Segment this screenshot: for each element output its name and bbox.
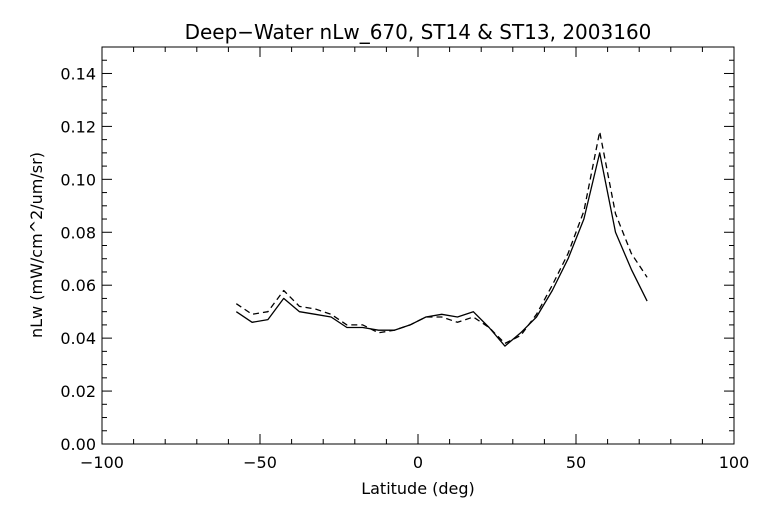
y-tick-label: 0.04 xyxy=(60,329,96,348)
chart-title: Deep−Water nLw_670, ST14 & ST13, 2003160 xyxy=(185,20,652,44)
x-tick-label: −100 xyxy=(80,453,124,472)
x-tick-label: 100 xyxy=(719,453,750,472)
y-tick-label: 0.02 xyxy=(60,382,96,401)
y-tick-label: 0.14 xyxy=(60,64,96,83)
y-tick-label: 0.10 xyxy=(60,170,96,189)
x-axis-label: Latitude (deg) xyxy=(361,479,475,498)
y-tick-label: 0.00 xyxy=(60,435,96,454)
x-tick-label: −50 xyxy=(243,453,277,472)
y-axis-label: nLw (mW/cm^2/um/sr) xyxy=(27,152,46,338)
x-tick-label: 0 xyxy=(413,453,423,472)
x-axis: −100 −50 0 50 100 xyxy=(80,47,749,472)
y-tick-label: 0.06 xyxy=(60,276,96,295)
plot-frame xyxy=(101,46,735,445)
x-tick-label: 50 xyxy=(566,453,586,472)
series-line-solid xyxy=(235,152,648,347)
series-line-dashed xyxy=(235,131,648,345)
y-axis: 0.00 0.02 0.04 0.06 0.08 0.10 0.12 0.14 xyxy=(60,46,734,454)
y-tick-label: 0.12 xyxy=(60,117,96,136)
plot-series xyxy=(235,131,648,347)
y-tick-label: 0.08 xyxy=(60,223,96,242)
